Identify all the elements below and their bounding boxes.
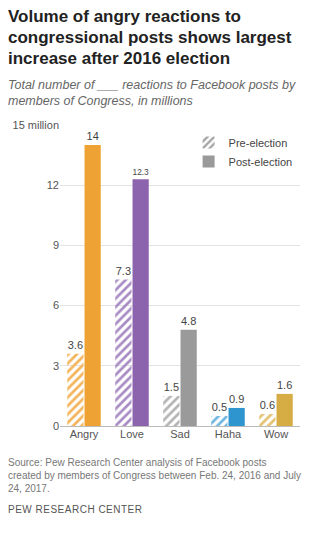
- svg-text:7.3: 7.3: [116, 265, 131, 277]
- svg-text:0.5: 0.5: [212, 401, 227, 413]
- svg-text:1.5: 1.5: [164, 381, 179, 393]
- svg-text:6: 6: [53, 299, 59, 311]
- svg-text:0.9: 0.9: [229, 393, 244, 405]
- svg-text:1.6: 1.6: [277, 379, 292, 391]
- svg-text:Haha: Haha: [215, 428, 242, 440]
- svg-text:Angry: Angry: [70, 428, 99, 440]
- svg-text:12.3: 12.3: [133, 167, 150, 177]
- svg-text:12: 12: [47, 179, 59, 191]
- svg-text:3.6: 3.6: [68, 339, 83, 351]
- svg-text:0: 0: [53, 420, 59, 432]
- svg-text:4.8: 4.8: [181, 315, 196, 327]
- html-text:Total number of ___ reactions: Total number of ___ reactions to Faceboo…: [8, 78, 296, 108]
- svg-text:15 million: 15 million: [13, 119, 59, 131]
- svg-text:Pre-election: Pre-election: [229, 137, 288, 149]
- html-text:Volume of angry reactions to c: Volume of angry reactions to congression…: [8, 7, 292, 68]
- svg-text:Post-election: Post-election: [229, 156, 293, 168]
- svg-text:0.6: 0.6: [260, 399, 275, 411]
- svg-text:14: 14: [87, 130, 99, 142]
- svg-text:9: 9: [53, 239, 59, 251]
- svg-text:Wow: Wow: [264, 428, 288, 440]
- svg-text:Love: Love: [120, 428, 144, 440]
- html-text:PEW RESEARCH CENTER: PEW RESEARCH CENTER: [8, 504, 143, 515]
- svg-text:3: 3: [53, 360, 59, 372]
- html-text:Source: Pew Research Center an: Source: Pew Research Center analysis of …: [8, 457, 301, 494]
- svg-text:Sad: Sad: [170, 428, 190, 440]
